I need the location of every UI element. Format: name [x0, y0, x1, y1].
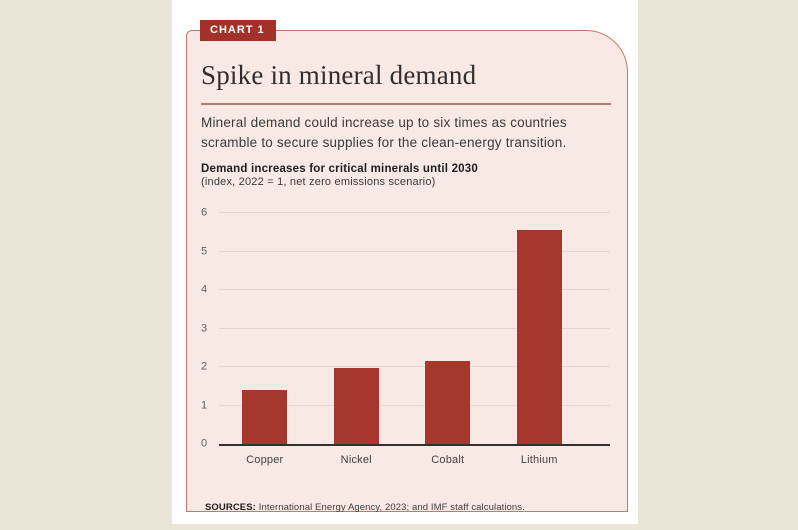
chart-card: CHART 1 Spike in mineral demand Mineral … [186, 20, 628, 513]
sources-text: International Energy Agency, 2023; and I… [258, 502, 525, 513]
bar-slot [494, 213, 586, 444]
x-axis-label: Nickel [340, 454, 372, 466]
bar-slot [219, 213, 311, 444]
x-axis-label: Lithium [520, 454, 558, 466]
gridline [219, 404, 610, 406]
y-tick-label: 5 [201, 245, 208, 257]
bar-slot [402, 213, 494, 444]
sources-note: SOURCES: International Energy Agency, 20… [205, 502, 611, 513]
bar-copper [242, 390, 288, 444]
gridline [219, 250, 610, 252]
bars-group [219, 213, 585, 444]
chart-title: Demand increases for critical minerals u… [201, 163, 478, 175]
y-tick-label: 4 [201, 283, 208, 296]
chart-headline: Spike in mineral demand [201, 60, 477, 90]
gridline [219, 366, 610, 368]
x-axis-label: Copper [246, 454, 284, 466]
document-page: CHART 1 Spike in mineral demand Mineral … [172, 0, 638, 524]
sources-label: SOURCES: [205, 502, 256, 513]
bar-chart: 0 1 2 3 4 5 6 Copper Nickel Cobalt Lithium [201, 207, 610, 467]
plot-area: 0 1 2 3 4 5 6 [201, 207, 610, 449]
x-axis-label: Cobalt [431, 454, 465, 466]
chart-dek: Mineral demand could increase up to six … [201, 115, 567, 150]
headline-divider [201, 103, 611, 105]
gridline [219, 327, 610, 329]
bar-slot [311, 213, 403, 444]
bar-cobalt [425, 361, 471, 444]
y-tick-label: 1 [201, 399, 208, 412]
y-tick-label: 3 [201, 322, 208, 334]
x-axis-labels: Copper Nickel Cobalt Lithium [219, 453, 585, 467]
y-tick-label: 2 [201, 360, 208, 373]
bar-nickel [333, 368, 379, 444]
chart-number-badge: CHART 1 [200, 20, 276, 42]
gridline [219, 212, 610, 213]
y-tick-label: 0 [201, 437, 208, 450]
gridline [219, 289, 610, 291]
y-tick-label: 6 [201, 206, 208, 219]
chart-subtitle: (index, 2022 = 1, net zero emissions sce… [201, 176, 436, 188]
bar-lithium [516, 230, 562, 444]
